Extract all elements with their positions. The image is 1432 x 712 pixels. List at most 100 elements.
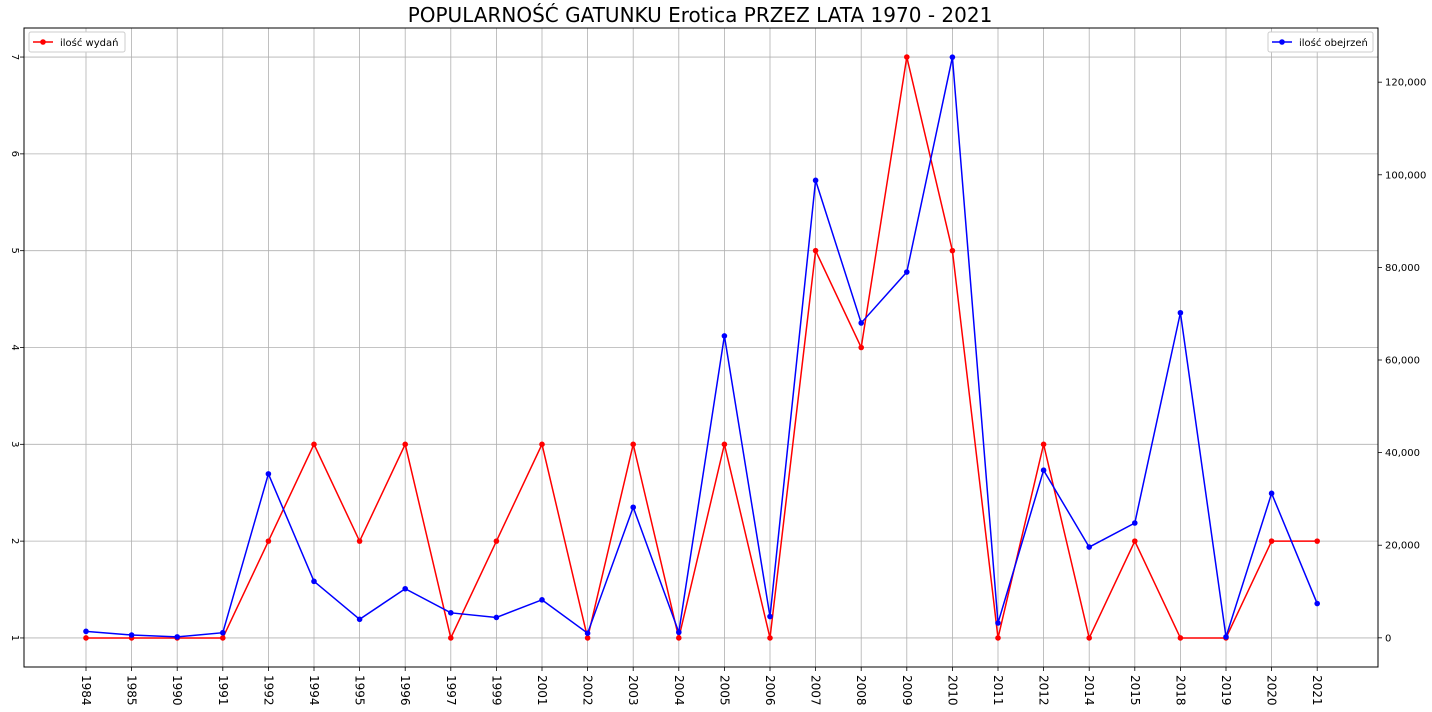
x-tick-label: 1992 (261, 675, 275, 706)
series-0-point (539, 441, 545, 448)
series-1-point (1268, 490, 1275, 497)
series-0-point (1314, 538, 1320, 544)
series-1-point (220, 629, 226, 636)
series-0-point (356, 538, 363, 544)
x-tick-label: 2005 (717, 675, 731, 706)
y-left-tick-label: 2 (9, 538, 20, 544)
x-tick-label: 1984 (79, 675, 93, 706)
series-0-point (1132, 538, 1138, 544)
series-line-1 (85, 57, 1318, 638)
series-1-point (448, 610, 454, 616)
series-1-point (676, 629, 682, 636)
y-left-tick-label: 4 (9, 344, 20, 350)
y-right-tick-label: 0 (1385, 633, 1391, 644)
series-1-point (83, 628, 89, 635)
axes: 1984 1985 1990 1991 1992 1994 1995 1996 1997 1999… (9, 54, 1426, 706)
x-tick-label: 1990 (170, 675, 184, 706)
series-0-point (995, 635, 1001, 641)
legend-left-marker (40, 39, 46, 45)
x-tick-label: 2006 (763, 675, 777, 706)
x-tick-label: 1997 (444, 675, 458, 706)
series-1-point (812, 177, 819, 184)
x-tick-label: 2020 (1265, 675, 1279, 706)
y-left-tick-label: 3 (9, 441, 20, 447)
x-tick-label: 2004 (672, 675, 686, 706)
series-0-point (83, 635, 89, 641)
series-1-point (356, 616, 363, 623)
series-0-point (676, 635, 682, 641)
y-right-tick-label: 120,000 (1385, 78, 1426, 89)
series-0-point (1268, 538, 1275, 544)
series-1-point (128, 632, 135, 638)
x-tick-label: 2002 (581, 675, 595, 706)
series-0-point (220, 635, 226, 641)
series-1-point (1177, 309, 1184, 316)
legend-right-label: ilość obejrzeń (1299, 37, 1368, 49)
grid (24, 28, 1378, 667)
series-1-point (630, 504, 636, 511)
y-right-tick-label: 60,000 (1385, 356, 1420, 367)
series-0-point (1177, 635, 1184, 641)
series-1-point (995, 620, 1001, 626)
series-1-point (1040, 467, 1047, 474)
series-1-point (1223, 634, 1229, 640)
legend-left-box (28, 31, 126, 53)
series-1-point (402, 585, 409, 592)
y-left-tick-label: 5 (9, 247, 20, 253)
x-tick-label: 2021 (1310, 675, 1324, 706)
legend-right-marker (1279, 39, 1285, 45)
x-tick-label: 2007 (809, 675, 823, 706)
x-tick-label: 2015 (1128, 675, 1142, 706)
x-tick-label: 1991 (216, 675, 230, 706)
y-right-tick-label: 100,000 (1385, 170, 1426, 181)
series-0-point (1040, 441, 1047, 448)
legend-right-box (1267, 31, 1374, 53)
series-0-point (721, 441, 728, 448)
legend-left: ilość wydań (28, 31, 126, 53)
series-1-point (1086, 544, 1092, 550)
x-tick-label: 2011 (991, 675, 1005, 706)
series-0-point (311, 441, 317, 448)
x-tick-label: 2001 (535, 675, 549, 706)
series-1-point (311, 578, 317, 585)
series-0-point (812, 247, 819, 254)
x-tick-label: 1994 (307, 675, 321, 706)
y-right-tick-label: 20,000 (1385, 541, 1420, 552)
series-1-point (767, 613, 773, 620)
series-0-point (767, 635, 773, 641)
series-1-point (858, 320, 864, 326)
series-0-point (265, 538, 272, 544)
y-right-tick-label: 40,000 (1385, 448, 1420, 459)
legend-right: ilość obejrzeń (1267, 31, 1374, 53)
series-1-point (1314, 600, 1320, 607)
series-1-point (265, 471, 272, 477)
series-0-point (630, 441, 636, 448)
series-1-point (539, 597, 545, 603)
y-left-tick-label: 6 (9, 151, 20, 157)
x-tick-label: 1995 (353, 675, 367, 706)
series-1-point (721, 333, 728, 339)
x-tick-label: 2010 (945, 675, 959, 706)
series-1-point (584, 630, 591, 636)
series-line-0 (86, 56, 1318, 641)
x-tick-label: 2014 (1082, 675, 1096, 706)
series-0-point (949, 247, 956, 254)
x-tick-label: 1999 (489, 675, 503, 706)
x-tick-label: 2018 (1173, 675, 1187, 706)
x-tick-label: 2009 (900, 675, 914, 706)
x-tick-label: 1996 (398, 675, 412, 706)
x-tick-label: 2003 (626, 675, 640, 706)
series-0-point (448, 635, 454, 641)
x-tick-label: 2012 (1037, 675, 1051, 706)
series-1-point (904, 269, 910, 275)
series-0-point (584, 635, 591, 641)
series-1-point (949, 54, 956, 60)
legend-left-label: ilość wydań (60, 37, 118, 49)
series-1-point (1132, 520, 1138, 526)
y-left-tick-label: 1 (9, 635, 20, 641)
series-0-point (1086, 635, 1092, 641)
series-0-point (493, 538, 500, 544)
series-0-point (904, 54, 910, 60)
series-0-point (858, 344, 864, 351)
